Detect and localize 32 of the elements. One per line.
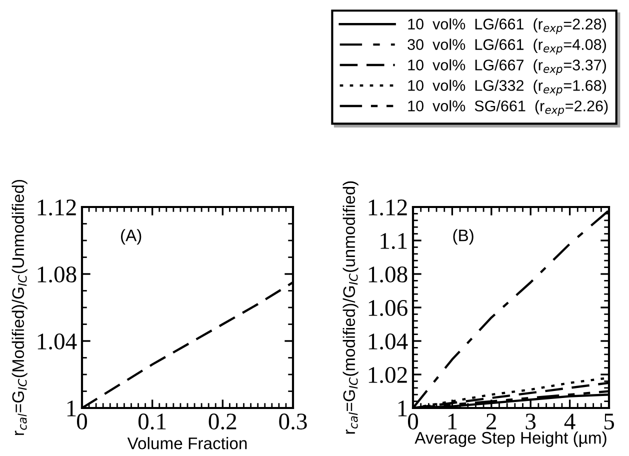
y-tick-label: 1.1: [380, 233, 407, 250]
x-axis-title: Average Step Height (µm): [414, 431, 606, 448]
x-tick-label: 3: [526, 414, 536, 430]
y-tick-label: 1.02: [368, 366, 407, 384]
x-tick-label: 0: [76, 414, 88, 430]
y-tick-label: 1.12: [368, 200, 407, 216]
annotation: (B): [453, 229, 474, 245]
x-tick-label: 1: [448, 414, 457, 430]
x-tick-label: 0.3: [279, 414, 307, 430]
legend-label: 30 vol% LG/661 (r$_{exp}$=4.08): [408, 38, 606, 55]
y-tick-label: 1.08: [38, 266, 76, 283]
x-tick-label: 0: [408, 414, 418, 430]
y-tick-label: 1.04: [368, 333, 408, 350]
y-tick-label: 1: [67, 400, 76, 416]
x-tick-label: 4: [564, 414, 576, 430]
x-tick-label: 0.2: [208, 414, 236, 430]
legend-label: 10 vol% SG/661 (r$_{exp}$=2.26): [408, 100, 608, 116]
legend-label: 10 vol% LG/332 (r$_{exp}$=1.68): [408, 80, 606, 96]
y-tick-label: 1.04: [38, 333, 77, 350]
x-tick-label: 0.1: [138, 414, 166, 430]
legend-label: 10 vol% LG/667 (r$_{exp}$=3.37): [408, 59, 606, 76]
annotation: (A): [121, 229, 142, 245]
x-axis-title: Volume Fraction: [127, 437, 247, 450]
y-tick-label: 1.12: [38, 200, 76, 216]
y-tick-label: 1: [398, 400, 407, 416]
x-tick-label: 5: [604, 414, 614, 430]
y-axis-title: r$_{cal}$=G$_{IC}$(modified)/G$_{IC}$(unmodified): [342, 181, 358, 434]
x-tick-label: 2: [486, 414, 496, 430]
y-axis-title: r$_{cal}$=G$_{IC}$(Modified)/G$_{IC}$(Unmodified): [12, 180, 28, 435]
y-tick-label: 1.06: [368, 300, 408, 316]
legend-label: 10 vol% LG/661 (r$_{exp}$=2.28): [408, 18, 606, 34]
y-tick-label: 1.08: [368, 266, 408, 283]
